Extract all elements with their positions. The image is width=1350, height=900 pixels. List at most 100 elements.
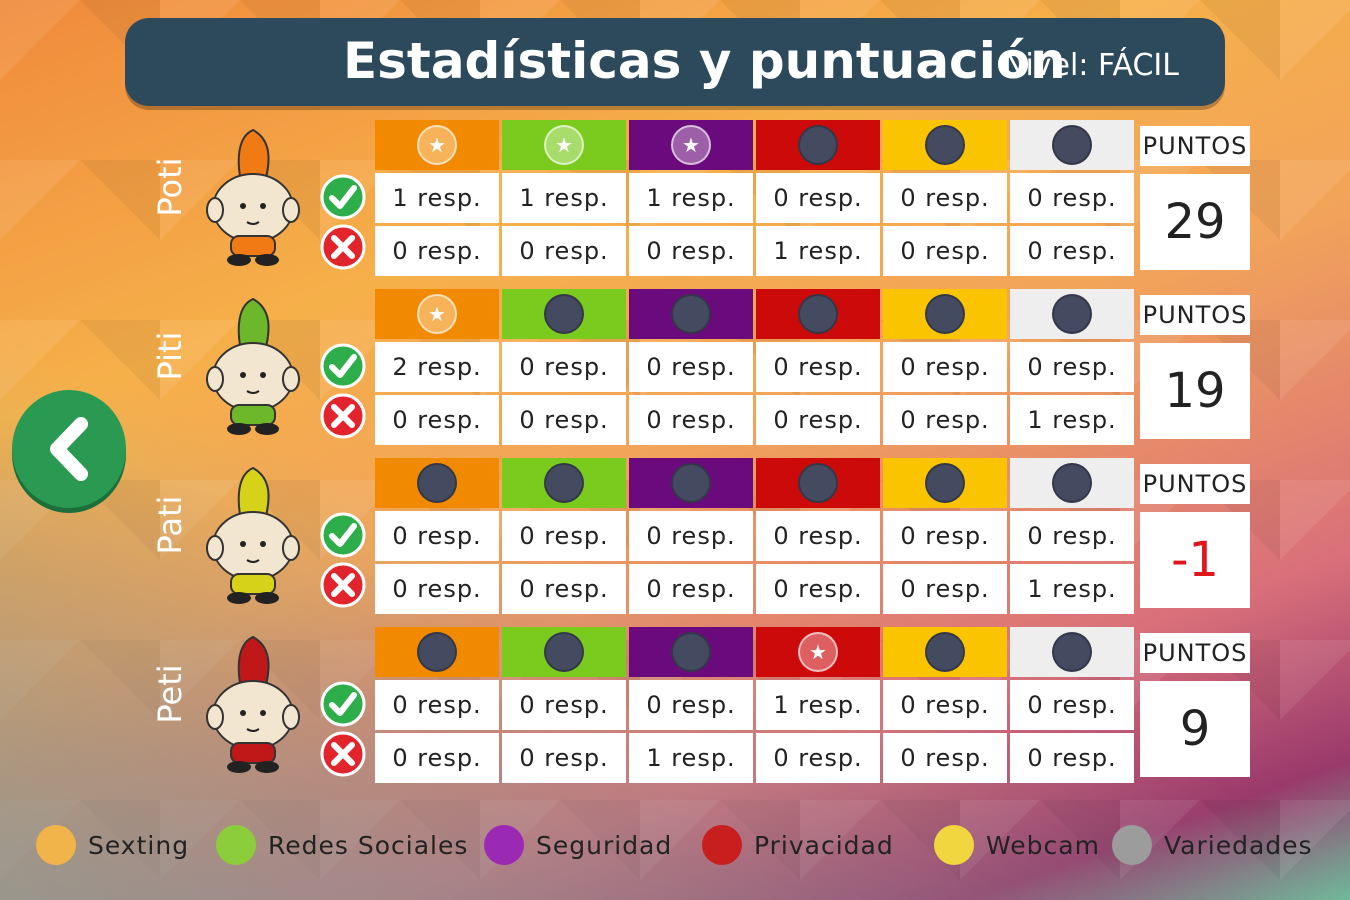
empty-medal-icon	[925, 294, 965, 334]
legend-label: Seguridad	[536, 830, 673, 860]
correct-count-cell: 0 resp.	[1010, 342, 1134, 392]
category-header	[375, 458, 499, 508]
wrong-count-cell: 0 resp.	[629, 395, 753, 445]
wrong-count-cell: 0 resp.	[1010, 733, 1134, 783]
back-arrow-icon	[50, 417, 88, 481]
category-header	[883, 289, 1007, 339]
correct-count-cell: 0 resp.	[629, 342, 753, 392]
category-header: ★	[375, 120, 499, 170]
category-header	[756, 120, 880, 170]
check-icon	[320, 174, 366, 220]
player-row: Piti ★ 2 resp. 0 resp. 0 resp. 0 resp. 0 resp…	[140, 289, 1255, 445]
check-icon	[320, 681, 366, 727]
player-name: Poti	[151, 157, 189, 217]
player-name: Peti	[151, 664, 189, 724]
legend-item: Seguridad	[484, 820, 672, 870]
category-header	[629, 627, 753, 677]
category-header	[883, 458, 1007, 508]
empty-medal-icon	[671, 463, 711, 503]
legend-label: Redes Sociales	[268, 830, 469, 860]
points-label: PUNTOS	[1140, 633, 1250, 673]
correct-count-cell: 0 resp.	[629, 511, 753, 561]
wrong-count-cell: 0 resp.	[502, 395, 626, 445]
empty-medal-icon	[671, 294, 711, 334]
level-indicator: Nivel: FÁCIL	[1003, 48, 1179, 83]
legend-swatch-icon	[484, 825, 524, 865]
correct-count-cell: 0 resp.	[629, 680, 753, 730]
legend-label: Sexting	[88, 830, 190, 860]
empty-medal-icon	[544, 294, 584, 334]
correct-count-cell: 0 resp.	[883, 511, 1007, 561]
check-icon	[320, 512, 366, 558]
empty-medal-icon	[798, 294, 838, 334]
back-button[interactable]	[12, 390, 126, 508]
player-name: Pati	[151, 495, 189, 555]
points-value: 19	[1140, 343, 1250, 439]
category-header	[1010, 458, 1134, 508]
empty-medal-icon	[544, 632, 584, 672]
cross-icon	[320, 393, 366, 439]
legend-item: Sexting	[36, 820, 189, 870]
empty-medal-icon	[925, 632, 965, 672]
player-row: Poti ★ ★ ★ 1 resp. 1 resp. 1 resp. 0 resp. 0 re…	[140, 120, 1255, 276]
legend-label: Variedades	[1164, 830, 1313, 860]
legend-swatch-icon	[1112, 825, 1152, 865]
wrong-count-cell: 0 resp.	[375, 564, 499, 614]
stats-table: ★ 2 resp. 0 resp. 0 resp. 0 resp. 0 resp. 0 re…	[375, 289, 1134, 445]
player-avatar	[205, 466, 301, 606]
category-header	[1010, 289, 1134, 339]
star-icon: ★	[671, 125, 711, 165]
wrong-count-cell: 0 resp.	[375, 733, 499, 783]
wrong-count-cell: 0 resp.	[502, 564, 626, 614]
legend-item: Variedades	[1112, 820, 1313, 870]
category-header	[502, 289, 626, 339]
stats-table: ★ ★ ★ 1 resp. 1 resp. 1 resp. 0 resp. 0 resp. 0 …	[375, 120, 1134, 276]
player-row: Peti ★ 0 resp. 0 resp. 0 resp. 1 resp. 0 resp…	[140, 627, 1255, 783]
empty-medal-icon	[925, 463, 965, 503]
category-header	[629, 458, 753, 508]
wrong-count-cell: 0 resp.	[883, 226, 1007, 276]
points-value: 9	[1140, 681, 1250, 777]
wrong-count-cell: 0 resp.	[375, 226, 499, 276]
category-header	[756, 289, 880, 339]
empty-medal-icon	[798, 463, 838, 503]
wrong-count-cell: 0 resp.	[883, 395, 1007, 445]
correct-count-cell: 0 resp.	[1010, 173, 1134, 223]
legend-label: Webcam	[986, 830, 1100, 860]
correct-count-cell: 1 resp.	[756, 680, 880, 730]
correct-count-cell: 0 resp.	[756, 173, 880, 223]
wrong-count-cell: 0 resp.	[756, 395, 880, 445]
correct-count-cell: 2 resp.	[375, 342, 499, 392]
category-header	[502, 458, 626, 508]
cross-icon	[320, 562, 366, 608]
legend-label: Privacidad	[754, 830, 894, 860]
page-title: Estadísticas y puntuación	[343, 32, 1066, 90]
wrong-count-cell: 1 resp.	[1010, 564, 1134, 614]
category-legend: Sexting Redes Sociales Seguridad Privacidad…	[36, 820, 1326, 870]
player-row: Pati 0 resp. 0 resp. 0 resp. 0 resp. 0 resp.…	[140, 458, 1255, 614]
empty-medal-icon	[1052, 463, 1092, 503]
points-value: -1	[1140, 512, 1250, 608]
player-avatar	[205, 635, 301, 775]
cross-icon	[320, 224, 366, 270]
wrong-count-cell: 0 resp.	[1010, 226, 1134, 276]
legend-swatch-icon	[702, 825, 742, 865]
star-icon: ★	[798, 632, 838, 672]
category-header	[1010, 627, 1134, 677]
wrong-count-cell: 0 resp.	[756, 564, 880, 614]
empty-medal-icon	[798, 125, 838, 165]
correct-count-cell: 0 resp.	[502, 680, 626, 730]
points-label: PUNTOS	[1140, 464, 1250, 504]
wrong-count-cell: 0 resp.	[883, 733, 1007, 783]
correct-count-cell: 0 resp.	[883, 680, 1007, 730]
correct-count-cell: 0 resp.	[1010, 680, 1134, 730]
category-header	[883, 627, 1007, 677]
correct-count-cell: 0 resp.	[756, 342, 880, 392]
wrong-count-cell: 1 resp.	[756, 226, 880, 276]
player-avatar	[205, 128, 301, 268]
check-icon	[320, 343, 366, 389]
category-header	[629, 289, 753, 339]
wrong-count-cell: 0 resp.	[502, 226, 626, 276]
category-header: ★	[756, 627, 880, 677]
wrong-count-cell: 0 resp.	[629, 564, 753, 614]
